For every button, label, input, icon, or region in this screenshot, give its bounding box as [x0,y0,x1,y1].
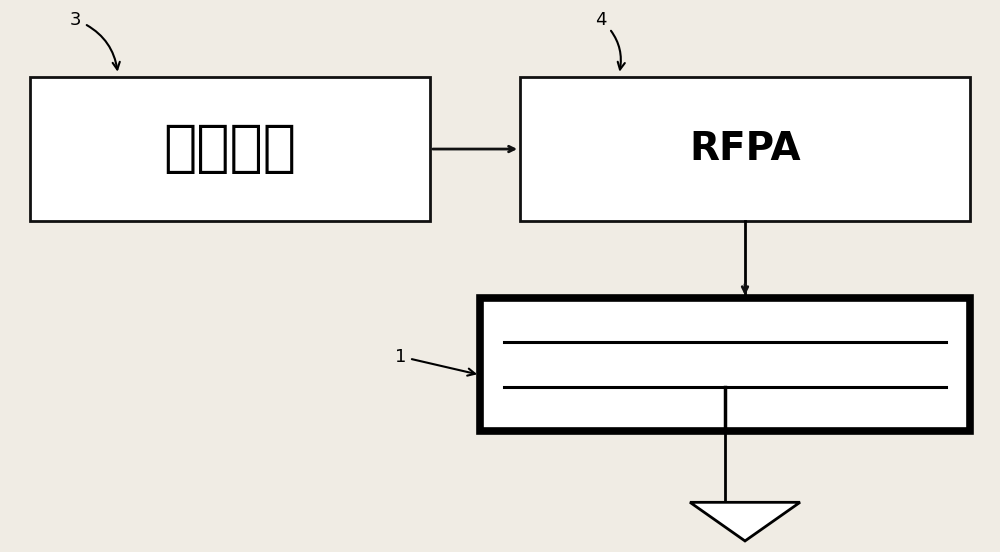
Bar [30,77,430,221]
Text: 1: 1 [395,348,475,376]
Text: 控制模块: 控制模块 [164,122,296,176]
Polygon shape [690,502,800,541]
Bar [520,77,970,221]
Text: 4: 4 [595,11,625,70]
Text: RFPA: RFPA [689,130,801,168]
Bar [480,298,970,431]
Text: 3: 3 [70,11,120,70]
